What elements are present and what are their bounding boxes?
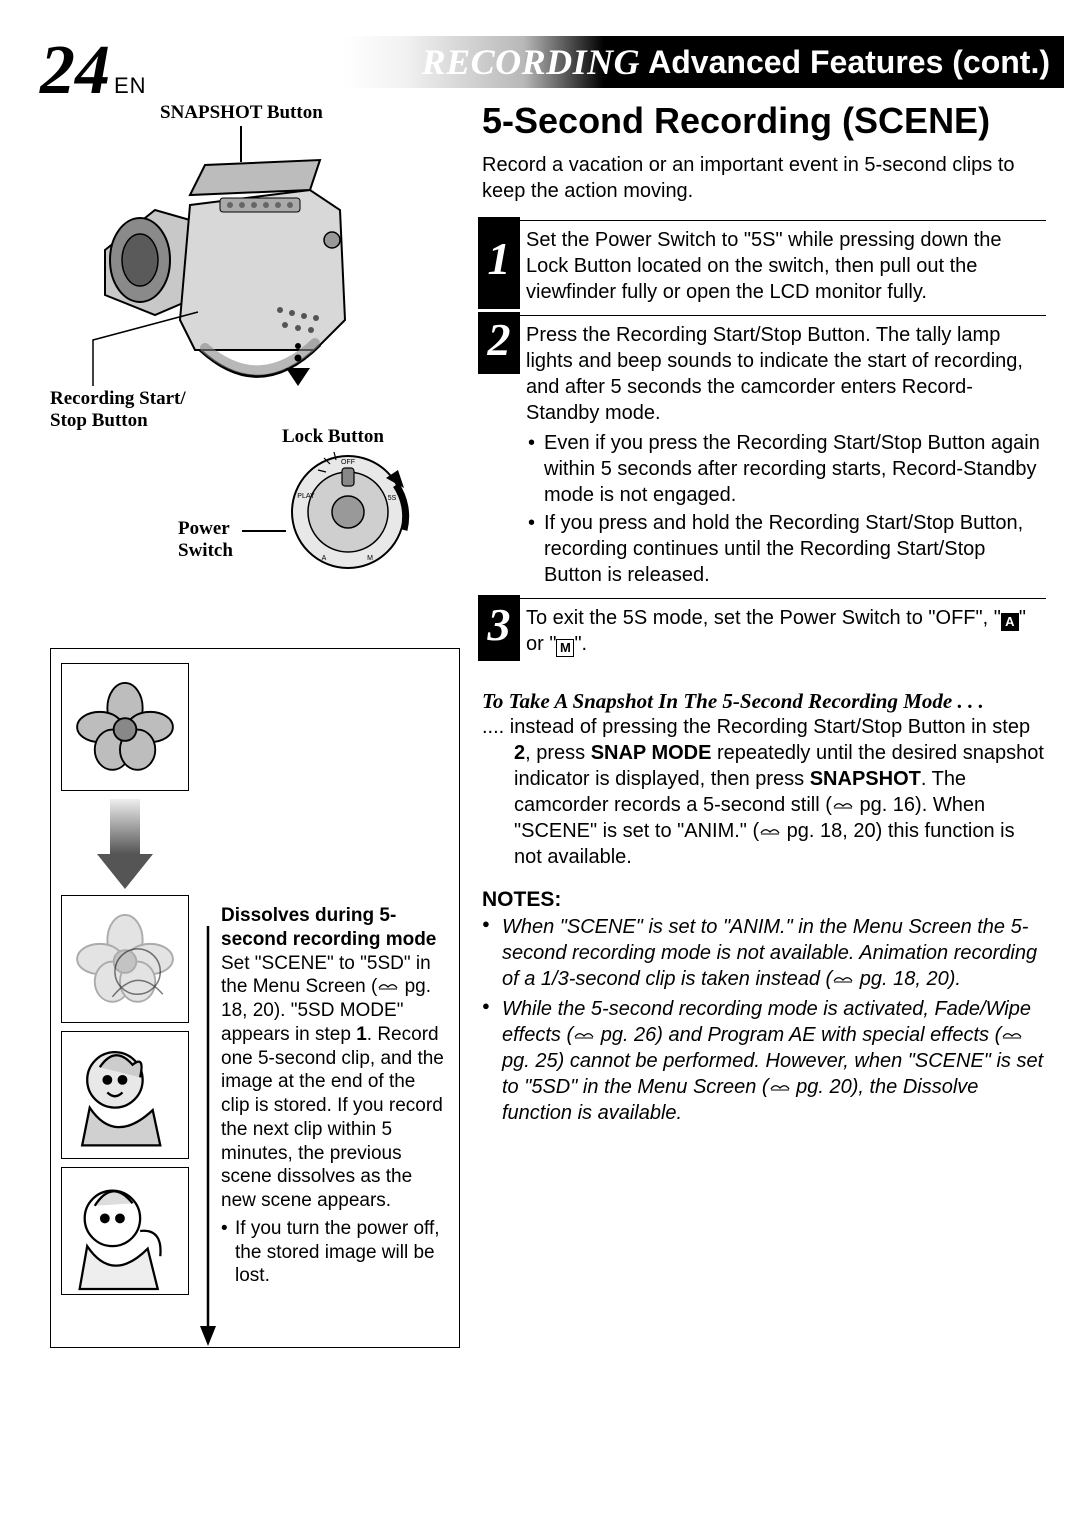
lock-button-label: Lock Button	[282, 426, 384, 448]
notes-heading: NOTES:	[482, 888, 1046, 912]
dissolve-title-2: second recording mode	[221, 928, 447, 952]
snapshot-button-label: SNAPSHOT Button	[160, 102, 323, 124]
dissolve-title-1: Dissolves during 5-	[221, 904, 447, 928]
right-column: 5-Second Recording (SCENE) Record a vaca…	[482, 100, 1046, 1130]
page-ref-icon	[1001, 1027, 1023, 1041]
dissolve-illustration-box: Dissolves during 5- second recording mod…	[50, 648, 460, 1348]
step-3: 3 To exit the 5S mode, set the Power Swi…	[482, 598, 1046, 667]
svg-text:5S: 5S	[388, 495, 397, 502]
section-intro: Record a vacation or an important event …	[482, 152, 1046, 204]
step-3-text-c: ".	[574, 633, 587, 655]
record-button-label-1: Recording Start/	[50, 388, 186, 410]
page-ref-icon	[832, 797, 854, 811]
person-thumb-2	[61, 1167, 189, 1295]
step-3-text-a: To exit the 5S mode, set the Power Switc…	[526, 607, 1001, 629]
long-down-arrow-icon	[199, 926, 217, 1346]
step-2: 2 Press the Recording Start/Stop Button.…	[482, 315, 1046, 598]
step-number-1: 1	[478, 217, 520, 309]
fade-arrow-icon	[61, 799, 189, 889]
note-1-b: pg. 18, 20).	[854, 968, 961, 990]
snapshot-step-num: 2	[514, 742, 525, 764]
page-ref-icon	[759, 823, 781, 837]
dissolve-description: Dissolves during 5- second recording mod…	[221, 904, 447, 1288]
snapshot-subtitle: To Take A Snapshot In The 5-Second Recor…	[482, 689, 1046, 714]
snapshot-body: .... instead of pressing the Recording S…	[482, 714, 1046, 870]
note-2-b: pg. 26) and Program AE with special effe…	[595, 1024, 1001, 1046]
page-ref-icon	[832, 971, 854, 985]
mode-m-icon: M	[556, 639, 574, 657]
svg-text:M: M	[367, 555, 373, 562]
flower-thumb-1	[61, 663, 189, 791]
step-number-3: 3	[478, 595, 520, 661]
flower-thumb-2	[61, 895, 189, 1023]
callout-line	[242, 530, 286, 532]
snapshot-lead: .... instead of pressing the Recording S…	[482, 716, 1030, 738]
person-thumb-1	[61, 1031, 189, 1159]
power-dial-icon: OFF PLAY 5S A M	[286, 450, 416, 580]
power-switch-label-2: Switch	[178, 540, 233, 562]
notes-list: When "SCENE" is set to "ANIM." in the Me…	[482, 914, 1046, 1126]
page-number: 24	[40, 36, 110, 106]
svg-text:A: A	[322, 555, 327, 562]
dissolve-step-ref: 1	[356, 1024, 367, 1045]
dissolve-body-c: . Record one 5-second clip, and the imag…	[221, 1024, 444, 1211]
left-column: SNAPSHOT Button	[50, 110, 460, 1348]
page-ref-icon	[769, 1079, 791, 1093]
header-gradient-bar: RECORDING Advanced Features (cont.)	[344, 36, 1064, 88]
page-ref-icon	[377, 978, 399, 992]
down-arrow-icon	[278, 340, 318, 390]
snapshot-text-1: , press	[525, 742, 591, 764]
svg-text:OFF: OFF	[341, 459, 355, 466]
dissolve-bullet: If you turn the power off, the stored im…	[235, 1218, 440, 1287]
page-ref-icon	[573, 1027, 595, 1041]
step-1-text: Set the Power Switch to "5S" while press…	[526, 229, 1002, 303]
mode-a-icon: A	[1001, 613, 1019, 631]
page-number-suffix: EN	[114, 73, 147, 98]
record-button-label-2: Stop Button	[50, 410, 148, 432]
note-1: When "SCENE" is set to "ANIM." in the Me…	[482, 914, 1046, 992]
section-title: 5-Second Recording (SCENE)	[482, 100, 1046, 142]
callout-line	[88, 310, 208, 390]
snapshot-label: SNAPSHOT	[810, 768, 921, 790]
step-number-2: 2	[478, 312, 520, 374]
header-category: RECORDING	[422, 41, 641, 83]
header-subtitle: Advanced Features (cont.)	[648, 44, 1050, 81]
step-1: 1 Set the Power Switch to "5S" while pre…	[482, 220, 1046, 315]
svg-text:PLAY: PLAY	[297, 493, 315, 500]
step-2-bullet-2: If you press and hold the Recording Star…	[528, 510, 1046, 588]
step-2-text: Press the Recording Start/Stop Button. T…	[526, 324, 1023, 424]
page-header: 24EN RECORDING Advanced Features (cont.)	[40, 36, 1064, 96]
snap-mode-label: SNAP MODE	[591, 742, 712, 764]
step-2-bullet-1: Even if you press the Recording Start/St…	[528, 430, 1046, 508]
camcorder-diagram: SNAPSHOT Button	[50, 110, 460, 610]
power-switch-label-1: Power	[178, 518, 230, 540]
note-2: While the 5-second recording mode is act…	[482, 996, 1046, 1126]
